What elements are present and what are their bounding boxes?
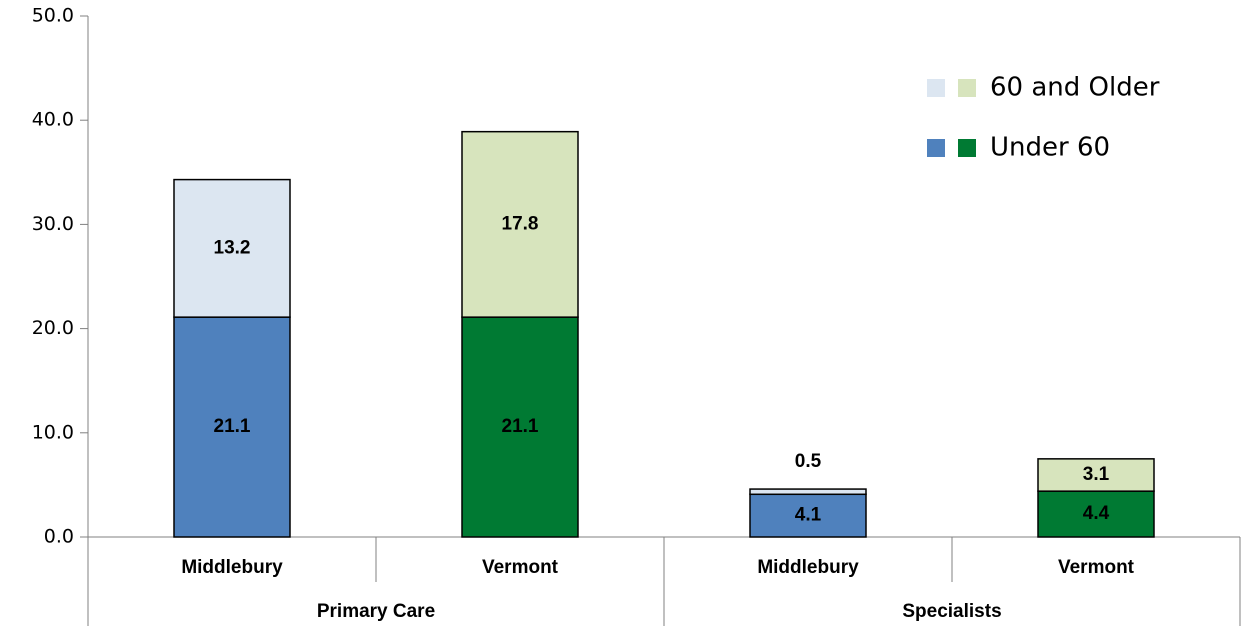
data-label: 0.5	[795, 451, 822, 472]
legend-swatch	[927, 79, 945, 97]
bar-segment	[749, 493, 867, 538]
y-tick-label: 50.0	[32, 5, 74, 27]
x-tick-label: Vermont	[482, 557, 559, 578]
legend-label: 60 and Older	[990, 73, 1160, 103]
legend-label: Under 60	[990, 133, 1110, 163]
bar-segment	[1037, 490, 1155, 538]
y-tick-label: 0.0	[44, 526, 74, 548]
x-tick-label: Middlebury	[181, 557, 283, 578]
y-tick-label: 30.0	[32, 213, 74, 235]
bar-segment	[461, 316, 579, 538]
legend-swatch	[958, 79, 976, 97]
x-tick-label: Vermont	[1058, 557, 1135, 578]
group-label: Primary Care	[317, 601, 435, 622]
y-tick-label: 10.0	[32, 421, 74, 443]
bar-segment	[173, 178, 291, 318]
bar-segment	[173, 316, 291, 538]
data-label: 21.1	[214, 416, 251, 437]
data-label: 3.1	[1083, 464, 1110, 485]
data-label: 21.1	[502, 416, 539, 437]
group-label: Specialists	[902, 601, 1001, 622]
legend-swatch	[927, 139, 945, 157]
data-label: 4.4	[1083, 503, 1110, 524]
bar-segment	[749, 488, 867, 496]
data-label: 13.2	[214, 237, 251, 258]
x-tick-label: Middlebury	[757, 557, 859, 578]
y-tick-label: 20.0	[32, 317, 74, 339]
data-label: 4.1	[795, 505, 822, 526]
bar-segment	[461, 130, 579, 318]
data-label: 17.8	[502, 213, 539, 234]
legend-swatch	[958, 139, 976, 157]
y-tick-label: 40.0	[32, 109, 74, 131]
bar-segment	[1037, 458, 1155, 492]
